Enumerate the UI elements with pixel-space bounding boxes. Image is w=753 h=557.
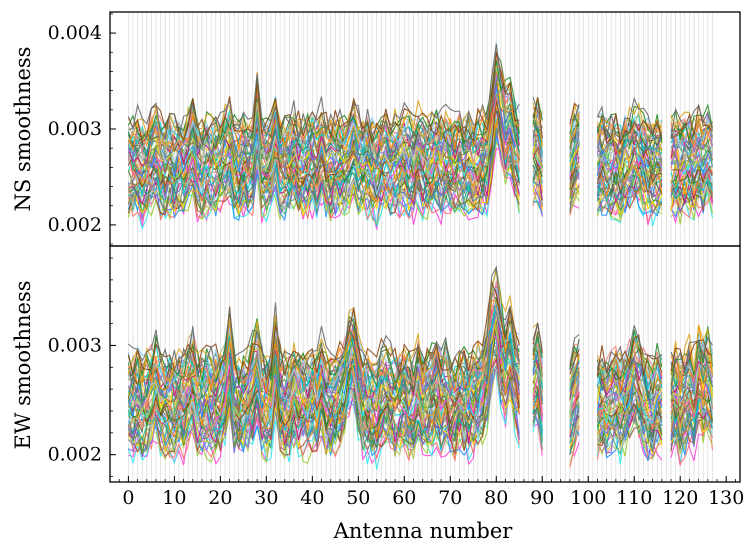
bottom-series-line-56 bbox=[127, 268, 713, 388]
x-tick-label: 40 bbox=[300, 487, 324, 509]
top-series-line-13 bbox=[127, 104, 713, 209]
bottom-y-tick-label: 0.002 bbox=[48, 444, 102, 466]
bottom-series bbox=[127, 265, 713, 470]
x-tick-label: 110 bbox=[616, 487, 652, 509]
x-tick-label: 120 bbox=[662, 487, 698, 509]
top-y-axis-label: NS smoothness bbox=[11, 47, 35, 212]
x-tick-label: 10 bbox=[162, 487, 186, 509]
bottom-axes-frame bbox=[109, 245, 741, 483]
bottom-y-axis: 0.002 0.003 bbox=[48, 257, 116, 477]
top-series-line-18 bbox=[127, 121, 713, 202]
axes-frames bbox=[109, 11, 741, 483]
top-series bbox=[127, 42, 713, 231]
x-tick-label: 0 bbox=[122, 487, 134, 509]
top-y-tick-label: 0.004 bbox=[48, 22, 102, 44]
x-tick-label: 130 bbox=[708, 487, 744, 509]
bottom-series-line-54 bbox=[128, 280, 713, 386]
top-y-tick-label: 0.002 bbox=[48, 214, 102, 236]
top-panel: 0.002 0.003 0.004 bbox=[48, 12, 713, 246]
bottom-y-axis-label: EW smoothness bbox=[11, 280, 35, 449]
x-tick-label: 20 bbox=[208, 487, 232, 509]
x-tick-label: 30 bbox=[254, 487, 278, 509]
bottom-panel: 0.002 0.003 0 10 20 30 40 50 60 70 80 90 100 110 120 1… bbox=[48, 246, 744, 509]
x-tick-label: 100 bbox=[570, 487, 606, 509]
x-tick-label: 80 bbox=[484, 487, 508, 509]
x-axis-label: Antenna number bbox=[333, 519, 514, 543]
x-tick-label: 70 bbox=[438, 487, 462, 509]
top-series-line-44 bbox=[127, 74, 713, 167]
x-tick-label: 90 bbox=[530, 487, 554, 509]
bottom-y-tick-label: 0.003 bbox=[48, 334, 102, 356]
top-y-tick-label: 0.003 bbox=[48, 118, 102, 140]
x-tick-label: 50 bbox=[346, 487, 370, 509]
x-axis: 0 10 20 30 40 50 60 70 80 90 100 110 120 130 bbox=[109, 476, 744, 509]
top-series-line-59 bbox=[128, 43, 713, 145]
top-y-axis: 0.002 0.003 0.004 bbox=[48, 13, 116, 245]
top-series-line-35 bbox=[127, 94, 713, 178]
bottom-series-line-33 bbox=[128, 323, 713, 417]
bottom-series-line-59 bbox=[128, 265, 713, 381]
x-tick-label: 60 bbox=[392, 487, 416, 509]
